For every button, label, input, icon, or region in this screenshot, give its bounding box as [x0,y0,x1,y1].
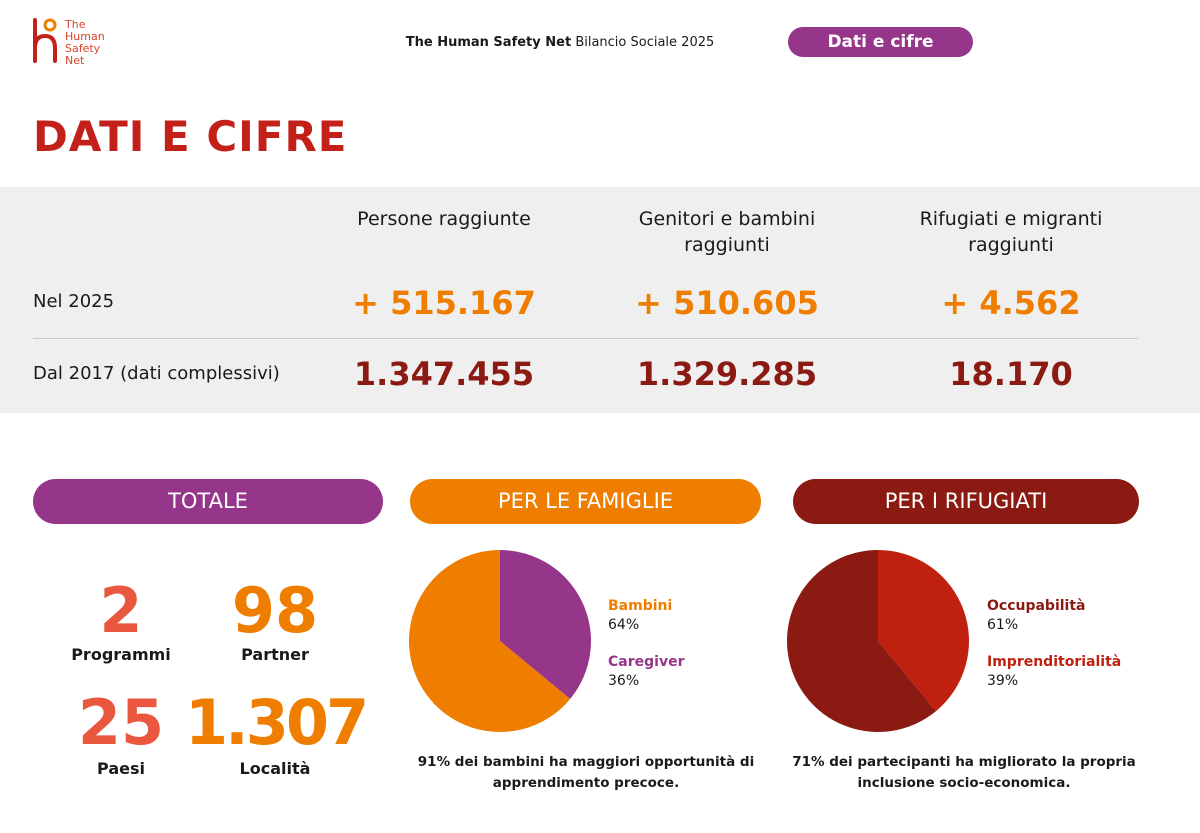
report-name: Bilancio Sociale 2025 [575,35,715,50]
legend-label: Caregiver [608,654,685,670]
pie-slice-occupabilit [787,550,937,732]
stat-value: 25 [77,686,165,759]
chart-caption: 71% dei partecipanti ha migliorato la pr… [792,754,1136,791]
legend-value: 36% [608,673,640,689]
summary-table [0,187,1200,413]
legend-value: 61% [987,617,1019,633]
logo-line: Net [65,54,85,67]
legend-value: 39% [987,673,1019,689]
row-divider [33,338,1138,339]
section-rifugiati: PER I RIFUGIATI [793,479,1139,524]
page-title: DATI E CIFRE [33,112,348,161]
pie-slice-imprenditorialit [878,550,969,712]
section-famiglie: PER LE FAMIGLIE [410,479,761,524]
legend-label: Bambini [608,598,673,614]
pie-slice-bambini [409,550,571,732]
logo-icon [33,18,57,63]
legend: Bambini 64% Caregiver 36% [608,597,684,691]
pie-chart-famiglie [409,550,591,732]
table-value: 18.170 [949,355,1073,393]
logo-line: Human [65,30,105,43]
column-header: Genitori e bambini raggiunti [638,208,816,256]
logo-text: The Human Safety Net [65,19,105,67]
stat-label: Programmi [71,645,171,664]
row-label: Dal 2017 (dati complessivi) [33,363,280,384]
pie-slice-caregiver [500,550,591,700]
section-chip[interactable]: Dati e cifre [788,27,973,57]
stat-label: Paesi [97,759,145,778]
legend-value: 64% [608,617,640,633]
legend: Occupabilità 61% Imprenditorialità 39% [987,597,1121,691]
table-value: 1.347.455 [353,355,535,393]
row-label: Nel 2025 [33,291,115,312]
table-value: 1.329.285 [636,355,818,393]
table-value: + 510.605 [635,284,819,322]
pie-chart-rifugiati [787,550,969,732]
stat-label: Partner [241,645,309,664]
brand-name: The Human Safety Net [405,35,572,50]
stat-value: 1.307 [185,686,369,759]
logo-line: Safety [65,42,101,55]
stat-label: Località [239,759,311,778]
header-title: The Human Safety Net Bilancio Sociale 20… [330,35,790,50]
stat-value: 2 [99,574,143,647]
column-header: Rifugiati e migranti raggiunti [919,208,1103,256]
logo-line: The [65,18,86,31]
legend-label: Imprenditorialità [987,654,1122,670]
stat-value: 98 [231,574,319,647]
table-value: + 4.562 [941,284,1081,322]
legend-label: Occupabilità [987,598,1086,614]
chart-caption: 91% dei bambini ha maggiori opportunità … [417,754,755,791]
column-header: Persone raggiunte [357,208,531,230]
table-value: + 515.167 [352,284,536,322]
section-totale: TOTALE [33,479,383,524]
